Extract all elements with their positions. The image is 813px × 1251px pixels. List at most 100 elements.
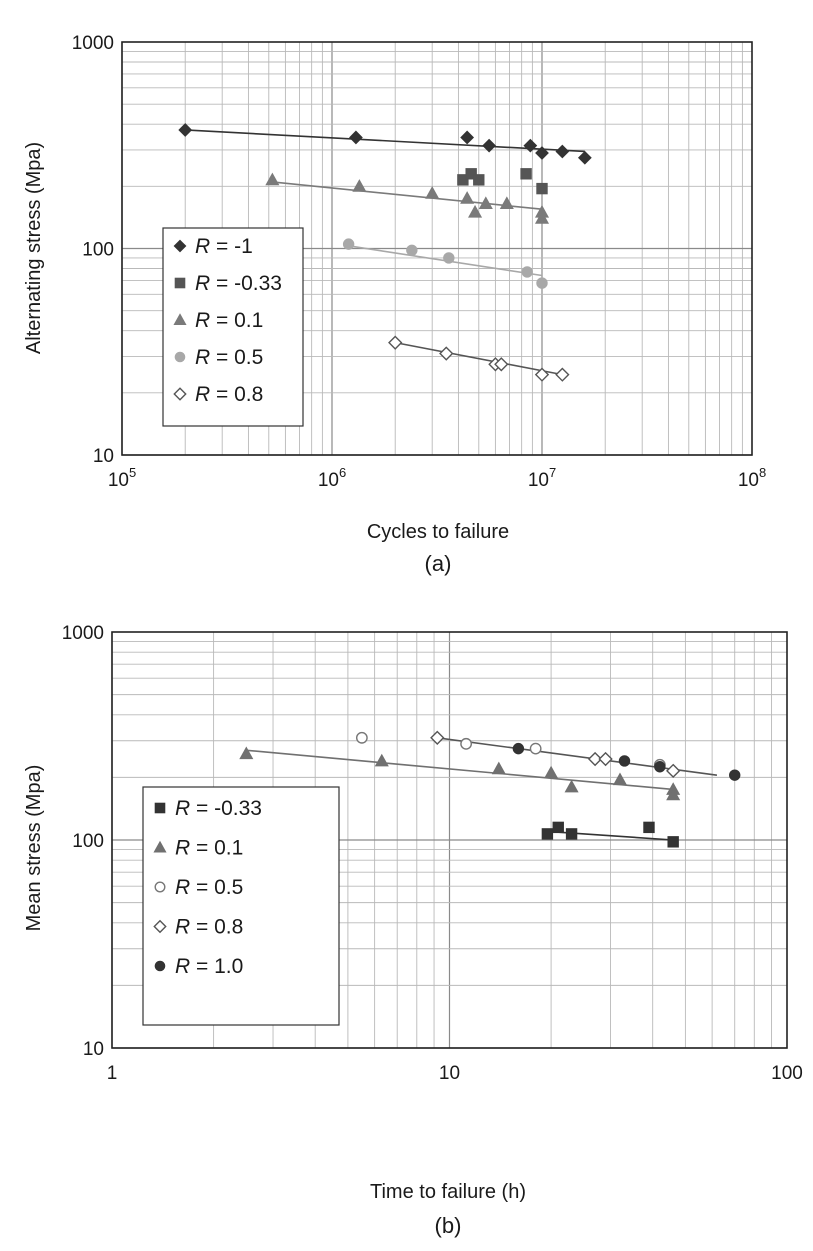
data-point bbox=[565, 828, 578, 840]
x-tick-label: 1 bbox=[107, 1063, 118, 1084]
data-point bbox=[265, 172, 280, 186]
y-tick-label: 1000 bbox=[72, 33, 114, 54]
data-point bbox=[534, 367, 550, 382]
data-point bbox=[430, 730, 445, 745]
x-tick-label-exponent: 7 bbox=[549, 465, 556, 480]
legend-marker bbox=[153, 919, 167, 934]
legend-entry-value: = 0.8 bbox=[210, 383, 263, 406]
chart-b-y-axis-label: Mean stress (Mpa) bbox=[23, 765, 45, 932]
legend-entry: R = -0.33 bbox=[195, 272, 282, 295]
legend-entry: R = 1.0 bbox=[175, 955, 243, 978]
data-point bbox=[666, 763, 681, 779]
data-point bbox=[460, 191, 475, 204]
data-point bbox=[512, 742, 525, 755]
data-point bbox=[460, 737, 473, 750]
chart-a-x-axis-label: Cycles to failure bbox=[367, 521, 509, 543]
data-point bbox=[457, 174, 469, 186]
x-tick-label-exponent: 5 bbox=[129, 465, 136, 480]
data-point bbox=[425, 186, 440, 199]
legend-entry-variable: R bbox=[195, 235, 210, 258]
chart-b-legend: R = -0.33R = 0.1R = 0.5R = 0.8R = 1.0 bbox=[142, 786, 340, 1026]
legend-box bbox=[142, 786, 340, 1026]
data-point bbox=[494, 357, 509, 372]
x-tick-label: 100 bbox=[771, 1063, 803, 1084]
data-point bbox=[598, 751, 613, 767]
data-point bbox=[536, 182, 548, 195]
data-point bbox=[667, 836, 679, 848]
chart-a-y-axis-label: Alternating stress (Mpa) bbox=[23, 142, 45, 354]
legend-entry-variable: R bbox=[195, 309, 210, 332]
chart-b-x-tick-labels: 1 10 100 bbox=[107, 1063, 803, 1084]
data-point bbox=[618, 755, 631, 767]
legend-entry: R = 0.1 bbox=[195, 309, 263, 332]
legend-entry-value: = -1 bbox=[210, 235, 253, 258]
chart-b-panel-label: (b) bbox=[435, 1213, 462, 1238]
chart-b-plot-frame bbox=[111, 631, 788, 1049]
legend-entry-variable: R bbox=[195, 383, 210, 406]
series-trendline bbox=[272, 181, 543, 210]
legend-entry-variable: R bbox=[175, 916, 190, 939]
data-point bbox=[406, 244, 418, 257]
series-trendline bbox=[185, 129, 585, 153]
legend-marker bbox=[154, 881, 166, 893]
data-point bbox=[178, 123, 193, 137]
legend-entry: R = 0.8 bbox=[175, 916, 243, 939]
data-point bbox=[535, 146, 549, 160]
x-tick-label-exponent: 6 bbox=[339, 465, 346, 480]
data-point bbox=[491, 761, 506, 775]
legend-entry-variable: R bbox=[195, 272, 210, 295]
data-point bbox=[534, 211, 550, 224]
legend-entry-value: = -0.33 bbox=[190, 797, 262, 820]
data-point bbox=[482, 138, 497, 153]
legend-entry-variable: R bbox=[175, 837, 190, 860]
legend-entry-value: = 0.5 bbox=[210, 346, 263, 369]
data-point bbox=[520, 168, 532, 180]
legend-marker bbox=[154, 802, 166, 814]
chart-a-plot-frame bbox=[121, 41, 753, 456]
legend-entry: R = -1 bbox=[195, 235, 253, 258]
legend-entry: R = 0.8 bbox=[195, 383, 263, 406]
legend-entry-variable: R bbox=[175, 876, 190, 899]
legend-marker bbox=[173, 313, 187, 326]
legend-entry-variable: R bbox=[175, 955, 190, 978]
data-point bbox=[541, 828, 554, 840]
chart-a-y-tick-labels: 10 100 1000 bbox=[72, 33, 114, 467]
legend-entry: R = 0.5 bbox=[175, 876, 243, 899]
legend-marker bbox=[153, 840, 167, 853]
x-tick-label: 108 bbox=[738, 465, 766, 491]
legend-marker bbox=[174, 277, 186, 289]
data-point bbox=[460, 130, 475, 145]
data-point bbox=[654, 761, 666, 773]
y-tick-label: 100 bbox=[82, 240, 114, 261]
x-tick-label-exponent: 8 bbox=[759, 465, 766, 480]
x-tick-label: 106 bbox=[318, 465, 346, 491]
data-point bbox=[465, 168, 477, 180]
data-point bbox=[577, 150, 592, 165]
data-point bbox=[544, 765, 559, 779]
data-point bbox=[612, 772, 628, 786]
x-tick-label-base: 10 bbox=[738, 470, 759, 491]
data-point bbox=[564, 779, 579, 793]
y-tick-label: 1000 bbox=[62, 623, 104, 644]
data-point bbox=[666, 787, 681, 801]
series-trendline bbox=[395, 341, 563, 376]
x-tick-label-base: 10 bbox=[318, 470, 339, 491]
chart-a-points bbox=[178, 123, 592, 382]
chart-b-points bbox=[239, 730, 741, 848]
data-point bbox=[555, 144, 570, 159]
data-point bbox=[536, 277, 548, 289]
data-point bbox=[555, 367, 570, 382]
x-tick-label: 10 bbox=[439, 1063, 460, 1084]
data-point bbox=[239, 746, 254, 760]
chart-a-x-tick-labels: 105 106 107 108 bbox=[108, 465, 766, 491]
x-tick-label-base: 10 bbox=[528, 470, 549, 491]
data-point bbox=[587, 751, 603, 767]
x-tick-label-base: 10 bbox=[108, 470, 129, 491]
legend-box bbox=[162, 227, 304, 427]
data-point bbox=[523, 138, 538, 153]
data-point bbox=[729, 769, 741, 781]
legend-entry-value: = 0.8 bbox=[190, 916, 243, 939]
